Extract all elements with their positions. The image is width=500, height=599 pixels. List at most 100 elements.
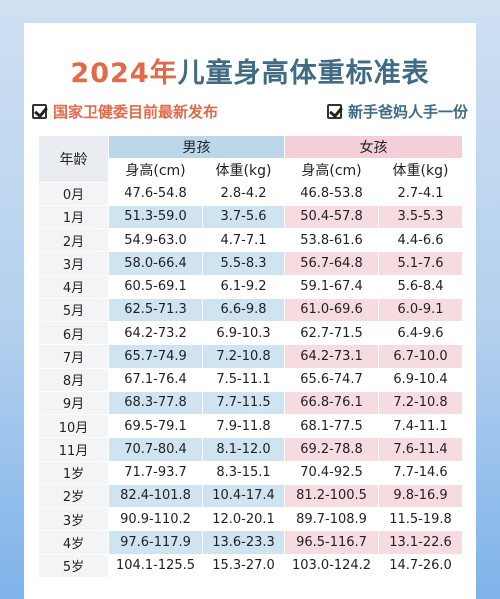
boy-weight-cell: 6.6-9.8 (202, 297, 285, 323)
girl-weight-cell: 14.7-26.0 (378, 553, 463, 578)
boy-height-cell: 64.2-73.2 (108, 320, 203, 346)
girl-weight-cell: 11.5-19.8 (378, 506, 463, 532)
age-cell: 4月 (38, 274, 109, 299)
boy-weight-cell: 13.6-23.3 (202, 530, 285, 555)
boy-weight-header: 体重(kg) (202, 158, 285, 183)
table-row: 6月 64.2-73.2 6.9-10.3 62.7-71.5 6.4-9.6 (38, 320, 463, 346)
age-cell: 1月 (38, 204, 109, 230)
girl-height-cell: 89.7-108.9 (284, 506, 379, 532)
boy-weight-cell: 5.5-8.3 (202, 251, 285, 276)
boy-weight-cell: 12.0-20.1 (202, 506, 285, 532)
girl-weight-cell: 6.0-9.1 (378, 297, 463, 323)
boy-height-cell: 69.5-79.1 (108, 413, 203, 439)
boy-weight-cell: 7.7-11.5 (202, 390, 285, 416)
girl-height-cell: 81.2-100.5 (284, 483, 379, 509)
girl-height-cell: 66.8-76.1 (284, 390, 379, 416)
girl-weight-cell: 6.9-10.4 (378, 367, 463, 392)
checkbox-checked-icon (32, 103, 47, 119)
girl-height-cell: 68.1-77.5 (284, 413, 379, 439)
girl-height-header: 身高(cm) (284, 158, 379, 183)
table-row: 4月 60.5-69.1 6.1-9.2 59.1-67.4 5.6-8.4 (38, 274, 463, 299)
boy-height-cell: 68.3-77.8 (108, 390, 203, 416)
table-row: 1月 51.3-59.0 3.7-5.6 50.4-57.8 3.5-5.3 (38, 204, 463, 230)
girl-height-cell: 61.0-69.6 (284, 297, 379, 323)
boy-height-cell: 90.9-110.2 (108, 506, 203, 532)
boy-height-cell: 51.3-59.0 (108, 204, 203, 230)
girl-weight-cell: 13.1-22.6 (378, 530, 463, 555)
subtitle-source: 国家卫健委目前最新发布 (32, 101, 218, 122)
boy-weight-cell: 15.3-27.0 (202, 553, 285, 578)
table-row: 10月 69.5-79.1 7.9-11.8 68.1-77.5 7.4-11.1 (38, 413, 463, 439)
table-row: 0月 47.6-54.8 2.8-4.2 46.8-53.8 2.7-4.1 (38, 181, 463, 206)
age-cell: 5月 (38, 297, 109, 323)
age-cell: 3月 (38, 251, 109, 276)
boy-weight-cell: 10.4-17.4 (202, 483, 285, 509)
boy-weight-cell: 3.7-5.6 (202, 204, 285, 230)
chart-card: 2024年儿童身高体重标准表 国家卫健委目前最新发布 新手爸妈人手一份 年龄 男… (24, 23, 476, 599)
age-cell: 11月 (38, 437, 109, 462)
boy-height-cell: 71.7-93.7 (108, 460, 203, 485)
girl-weight-cell: 5.6-8.4 (378, 274, 463, 299)
boy-height-cell: 62.5-71.3 (108, 297, 203, 323)
girl-height-cell: 50.4-57.8 (284, 204, 379, 230)
girl-weight-cell: 6.4-9.6 (378, 320, 463, 346)
age-cell: 9月 (38, 390, 109, 416)
boy-weight-cell: 2.8-4.2 (202, 181, 285, 206)
girl-height-cell: 62.7-71.5 (284, 320, 379, 346)
boy-height-cell: 54.9-63.0 (108, 227, 203, 253)
table-group-header-row: 年龄 男孩 女孩 (38, 134, 463, 183)
boy-weight-cell: 7.5-11.1 (202, 367, 285, 392)
boy-weight-cell: 8.1-12.0 (202, 437, 285, 462)
table-row: 2岁 82.4-101.8 10.4-17.4 81.2-100.5 9.8-16.9 (38, 483, 463, 509)
boy-height-cell: 82.4-101.8 (108, 483, 203, 509)
title-year: 2024年 (70, 58, 178, 89)
girl-weight-cell: 7.2-10.8 (378, 390, 463, 416)
table-row: 9月 68.3-77.8 7.7-11.5 66.8-76.1 7.2-10.8 (38, 390, 463, 416)
boy-height-cell: 47.6-54.8 (108, 181, 203, 206)
boy-height-cell: 70.7-80.4 (108, 437, 203, 462)
watermark: 小红书 (429, 577, 462, 590)
age-cell: 2月 (38, 227, 109, 253)
table-row: 3月 58.0-66.4 5.5-8.3 56.7-64.8 5.1-7.6 (38, 251, 463, 276)
boy-group-header: 男孩 (108, 134, 285, 160)
table-row: 4岁 97.6-117.9 13.6-23.3 96.5-116.7 13.1-22.6 (38, 530, 463, 555)
page-title: 2024年儿童身高体重标准表 (24, 51, 476, 90)
subtitle-source-text: 国家卫健委目前最新发布 (53, 102, 219, 121)
girl-weight-cell: 6.7-10.0 (378, 344, 463, 369)
table-row: 5月 62.5-71.3 6.6-9.8 61.0-69.6 6.0-9.1 (38, 297, 463, 323)
age-cell: 4岁 (38, 530, 109, 555)
growth-standard-table: 年龄 男孩 女孩 身高(cm) 体重(kg) 身高(cm) 体重(kg) 0月 4… (38, 134, 463, 578)
girl-height-cell: 65.6-74.7 (284, 367, 379, 392)
boy-weight-cell: 7.2-10.8 (202, 344, 285, 369)
girl-height-cell: 96.5-116.7 (284, 530, 379, 555)
boy-height-cell: 97.6-117.9 (108, 530, 203, 555)
boy-height-cell: 65.7-74.9 (108, 344, 203, 369)
boy-height-cell: 104.1-125.5 (108, 553, 203, 578)
table-row: 5岁 104.1-125.5 15.3-27.0 103.0-124.2 14.7-26… (38, 553, 463, 578)
table-body: 0月 47.6-54.8 2.8-4.2 46.8-53.8 2.7-4.1 1月 51.3… (38, 181, 463, 578)
age-cell: 0月 (38, 181, 109, 206)
girl-weight-cell: 7.4-11.1 (378, 413, 463, 439)
girl-weight-cell: 5.1-7.6 (378, 251, 463, 276)
subtitle-audience: 新手爸妈人手一份 (326, 101, 468, 122)
subtitle-bar: 国家卫健委目前最新发布 新手爸妈人手一份 (32, 99, 468, 123)
girl-weight-header: 体重(kg) (378, 158, 463, 183)
age-cell: 10月 (38, 413, 109, 439)
boy-height-cell: 58.0-66.4 (108, 251, 203, 276)
girl-weight-cell: 7.6-11.4 (378, 437, 463, 462)
table-row: 3岁 90.9-110.2 12.0-20.1 89.7-108.9 11.5-19.8 (38, 506, 463, 532)
table-row: 1岁 71.7-93.7 8.3-15.1 70.4-92.5 7.7-14.6 (38, 460, 463, 485)
girl-height-cell: 59.1-67.4 (284, 274, 379, 299)
boy-weight-cell: 6.9-10.3 (202, 320, 285, 346)
table-column-header-row: 身高(cm) 体重(kg) 身高(cm) 体重(kg) (39, 158, 463, 183)
boy-weight-cell: 7.9-11.8 (202, 413, 285, 439)
table-row: 8月 67.1-76.4 7.5-11.1 65.6-74.7 6.9-10.4 (38, 367, 463, 392)
girl-height-cell: 56.7-64.8 (284, 251, 379, 276)
age-cell: 5岁 (38, 553, 109, 578)
girl-weight-cell: 2.7-4.1 (378, 181, 463, 206)
girl-weight-cell: 4.4-6.6 (378, 227, 463, 253)
girl-weight-cell: 9.8-16.9 (378, 483, 463, 509)
girl-height-cell: 103.0-124.2 (284, 553, 379, 578)
age-cell: 7月 (38, 344, 109, 369)
subtitle-audience-text: 新手爸妈人手一份 (347, 102, 468, 121)
